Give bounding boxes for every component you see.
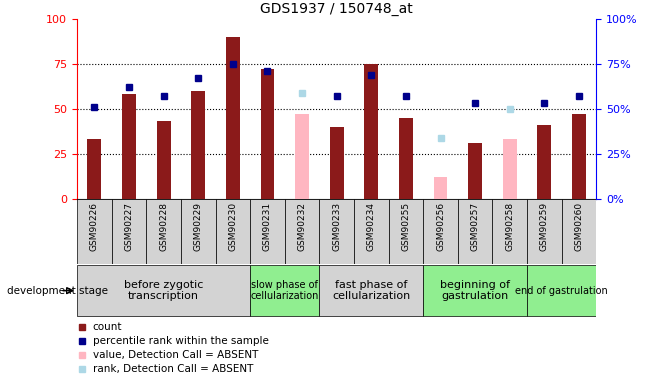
- Bar: [423, 266, 527, 316]
- Bar: [261, 69, 275, 199]
- Bar: [320, 199, 354, 264]
- Bar: [527, 199, 561, 264]
- Bar: [330, 127, 344, 199]
- Bar: [216, 199, 250, 264]
- Text: GSM90259: GSM90259: [540, 202, 549, 251]
- Text: GSM90227: GSM90227: [125, 202, 133, 251]
- Bar: [492, 199, 527, 264]
- Bar: [364, 64, 378, 199]
- Text: GSM90231: GSM90231: [263, 202, 272, 251]
- Bar: [502, 140, 517, 199]
- Text: GSM90256: GSM90256: [436, 202, 445, 251]
- Text: fast phase of
cellularization: fast phase of cellularization: [332, 280, 411, 302]
- Text: GSM90234: GSM90234: [366, 202, 376, 251]
- Bar: [146, 199, 181, 264]
- Bar: [87, 140, 101, 199]
- Bar: [537, 125, 551, 199]
- Text: end of gastrulation: end of gastrulation: [515, 286, 608, 296]
- Bar: [192, 91, 205, 199]
- Bar: [320, 266, 423, 316]
- Text: GSM90255: GSM90255: [401, 202, 411, 251]
- Bar: [285, 199, 320, 264]
- Bar: [250, 199, 285, 264]
- Text: before zygotic
transcription: before zygotic transcription: [124, 280, 203, 302]
- Text: GSM90260: GSM90260: [574, 202, 584, 251]
- Bar: [295, 114, 309, 199]
- Text: value, Detection Call = ABSENT: value, Detection Call = ABSENT: [92, 350, 258, 360]
- Text: development stage: development stage: [7, 286, 108, 296]
- Bar: [77, 266, 250, 316]
- Bar: [157, 122, 170, 199]
- Bar: [226, 37, 240, 199]
- Text: percentile rank within the sample: percentile rank within the sample: [92, 336, 269, 346]
- Bar: [423, 199, 458, 264]
- Bar: [77, 199, 112, 264]
- Text: GSM90228: GSM90228: [159, 202, 168, 251]
- Text: GSM90229: GSM90229: [194, 202, 203, 251]
- Bar: [468, 143, 482, 199]
- Text: beginning of
gastrulation: beginning of gastrulation: [440, 280, 510, 302]
- Title: GDS1937 / 150748_at: GDS1937 / 150748_at: [261, 2, 413, 16]
- Bar: [433, 177, 448, 199]
- Bar: [399, 118, 413, 199]
- Bar: [572, 114, 586, 199]
- Bar: [112, 199, 146, 264]
- Text: rank, Detection Call = ABSENT: rank, Detection Call = ABSENT: [92, 364, 253, 374]
- Bar: [389, 199, 423, 264]
- Text: GSM90233: GSM90233: [332, 202, 341, 251]
- Text: GSM90230: GSM90230: [228, 202, 237, 251]
- Text: count: count: [92, 322, 122, 332]
- Bar: [181, 199, 216, 264]
- Text: GSM90258: GSM90258: [505, 202, 515, 251]
- Bar: [458, 199, 492, 264]
- Bar: [354, 199, 389, 264]
- Text: GSM90232: GSM90232: [297, 202, 307, 251]
- Bar: [250, 266, 320, 316]
- Bar: [527, 266, 596, 316]
- Text: GSM90226: GSM90226: [90, 202, 99, 251]
- Text: GSM90257: GSM90257: [470, 202, 480, 251]
- Text: slow phase of
cellularization: slow phase of cellularization: [251, 280, 319, 302]
- Bar: [561, 199, 596, 264]
- Bar: [122, 94, 136, 199]
